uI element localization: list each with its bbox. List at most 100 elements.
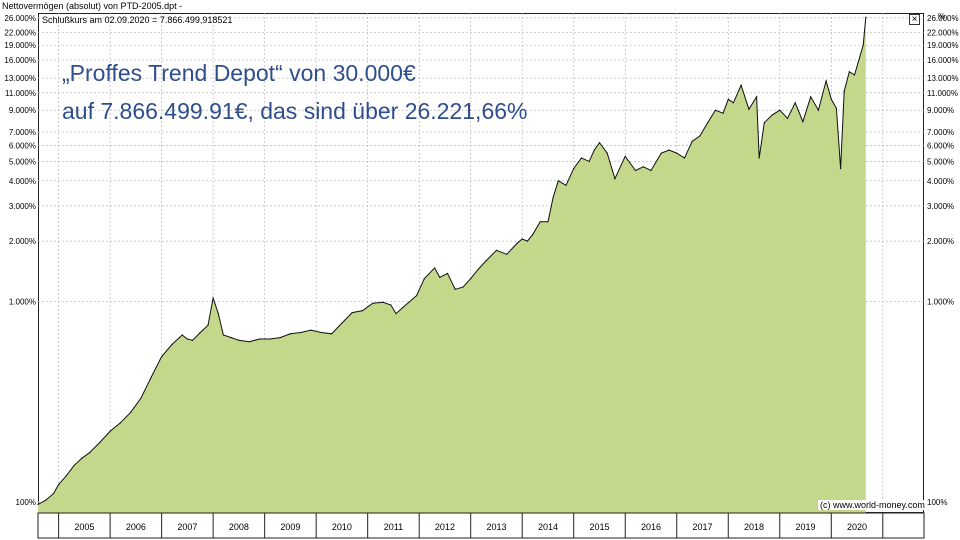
y-tick-label-right: 7.000%: [927, 128, 954, 137]
copyright-notice: (c) www.world-money.com: [818, 500, 927, 510]
data-point: [763, 122, 765, 124]
data-point: [539, 221, 541, 223]
data-point: [289, 333, 292, 335]
data-point: [650, 169, 652, 172]
data-point: [470, 278, 472, 280]
data-point: [593, 149, 595, 151]
y-tick-label-right: 9.000%: [927, 106, 954, 115]
data-point: [580, 157, 583, 159]
x-axis-band: [37, 512, 925, 539]
y-tick-label-right: 22.000%: [927, 28, 959, 37]
y-tick-label-right: 5.000%: [927, 157, 954, 166]
data-point: [485, 259, 487, 262]
x-tick-label: 2006: [126, 522, 146, 532]
data-point: [714, 109, 716, 111]
y-tick-label-right: 3.000%: [927, 202, 954, 211]
data-point: [408, 301, 410, 303]
data-point: [614, 178, 616, 180]
data-point: [109, 430, 111, 432]
data-point: [81, 457, 83, 459]
data-point: [119, 422, 122, 424]
data-point: [552, 196, 554, 199]
y-tick-label-right: 19.000%: [927, 41, 959, 50]
data-point: [310, 329, 312, 331]
data-point: [634, 169, 637, 172]
y-tick-label-right: 26.000%: [927, 14, 959, 23]
data-point: [786, 117, 789, 119]
data-point: [683, 157, 686, 159]
y-tick-label-right: 4.000%: [927, 177, 954, 186]
y-tick-label-right: 100%: [927, 498, 947, 507]
data-point: [843, 90, 845, 92]
data-point: [382, 301, 384, 303]
headline-line-2: auf 7.866.499.91€, das sind über 26.221,…: [62, 98, 528, 124]
y-tick-label-right: 1.000%: [927, 297, 954, 306]
x-tick-label: 2016: [641, 522, 661, 532]
data-point: [521, 238, 523, 240]
data-point: [181, 334, 183, 336]
data-point: [771, 114, 773, 116]
data-point: [699, 135, 701, 137]
x-tick-label: 2008: [229, 522, 249, 532]
data-point: [58, 483, 60, 486]
data-point: [446, 272, 449, 275]
y-tick-label-left: 4.000%: [9, 177, 36, 186]
x-tick-label: 2017: [692, 522, 712, 532]
data-point: [390, 304, 392, 306]
data-point: [758, 157, 760, 159]
data-point: [161, 356, 163, 358]
data-point: [88, 452, 91, 454]
data-point: [547, 221, 549, 223]
x-tick-label: 2018: [744, 522, 764, 532]
y-tick-label-right: 2.000%: [927, 237, 954, 246]
data-point: [859, 56, 861, 59]
data-point: [130, 411, 132, 413]
y-tick-label-left: 2.000%: [9, 237, 36, 246]
y-tick-label-left: 3.000%: [9, 202, 36, 211]
data-point: [258, 338, 261, 340]
data-point: [660, 152, 662, 154]
data-point: [423, 278, 425, 280]
y-tick-label-right: 6.000%: [927, 142, 954, 151]
data-point: [341, 322, 343, 324]
data-point: [99, 441, 101, 444]
data-point: [416, 294, 418, 297]
data-point: [269, 338, 271, 340]
data-point: [65, 475, 67, 477]
data-point: [691, 140, 693, 142]
y-tick-label-right: 16.000%: [927, 56, 959, 65]
data-point: [588, 160, 590, 162]
data-point: [727, 98, 729, 100]
data-point: [835, 107, 838, 109]
y-tick-label-left: 26.000%: [4, 14, 36, 23]
data-point: [361, 310, 364, 312]
data-point: [199, 331, 201, 334]
data-point: [320, 331, 322, 334]
data-point: [676, 152, 678, 154]
y-tick-label-left: 6.000%: [9, 142, 36, 151]
data-point: [865, 16, 867, 18]
data-point: [351, 311, 353, 314]
y-tick-label-right: 13.000%: [927, 74, 959, 83]
data-point: [462, 286, 464, 288]
right-axis-unit: %: [938, 12, 946, 21]
data-point: [434, 267, 436, 269]
data-point: [557, 180, 559, 182]
data-point: [191, 339, 194, 341]
data-point: [212, 297, 214, 299]
data-point: [506, 253, 508, 255]
data-point: [810, 96, 812, 98]
x-tick-label: 2014: [538, 522, 558, 532]
y-tick-label-left: 7.000%: [9, 128, 36, 137]
data-point: [403, 306, 405, 308]
data-point: [755, 96, 758, 98]
close-icon[interactable]: ×: [909, 14, 920, 25]
data-point: [150, 376, 152, 378]
y-tick-label-left: 11.000%: [5, 89, 36, 98]
data-point: [573, 168, 575, 170]
data-point: [839, 168, 842, 170]
data-point: [495, 249, 498, 251]
data-point: [217, 312, 219, 315]
x-tick-label: 2019: [796, 522, 816, 532]
y-tick-label-left: 1.000%: [9, 297, 36, 306]
